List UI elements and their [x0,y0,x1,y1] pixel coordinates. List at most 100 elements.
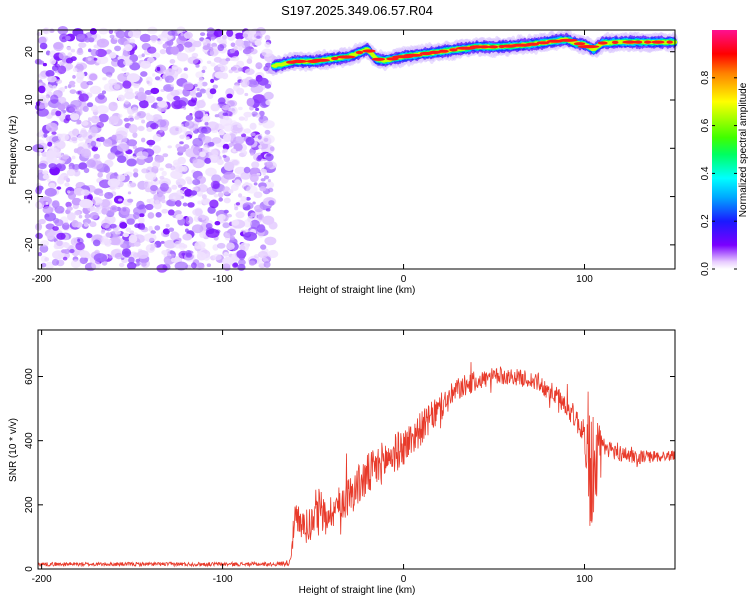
noise-blob [192,94,197,99]
snr-y-tick-label: 200 [24,496,35,513]
noise-blob [55,110,62,117]
noise-blob-layer [32,26,279,273]
noise-blob [138,216,145,224]
noise-blob [138,87,145,94]
noise-blob [210,180,220,189]
noise-blob [244,92,249,97]
noise-blob [38,169,44,175]
noise-blob [53,41,64,52]
signal-peak [666,40,673,44]
noise-blob [157,40,163,45]
noise-blob [54,63,61,68]
noise-blob [69,248,75,254]
noise-blob [264,34,271,41]
noise-blob [187,202,195,208]
noise-blob [243,128,252,134]
noise-blob [246,185,258,194]
noise-blob [86,80,94,86]
noise-blob [37,252,43,257]
noise-blob [50,94,59,104]
noise-blob [124,44,133,52]
noise-blob [126,218,135,225]
noise-blob [108,29,114,34]
noise-blob [199,88,207,94]
signal-peak [449,48,458,52]
noise-blob [40,240,49,247]
signal-peak [438,49,449,53]
noise-blob [131,107,139,113]
noise-blob [47,178,51,182]
noise-blob [202,147,210,153]
noise-blob [220,214,226,220]
noise-blob [79,198,94,209]
noise-blob [154,76,161,81]
noise-blob [192,158,198,164]
noise-blob [234,32,245,40]
noise-blob [43,133,48,138]
noise-blob [79,129,88,138]
noise-blob [268,200,275,206]
noise-blob [115,30,126,39]
signal-peak [622,40,637,44]
snr-x-axis-label: Height of straight line (km) [299,585,416,596]
noise-blob [134,115,140,120]
noise-blob [238,116,245,121]
noise-blob [135,258,140,263]
noise-blob [220,64,228,72]
noise-blob [154,199,160,205]
noise-blob [128,124,138,134]
noise-blob [223,133,232,143]
noise-blob [156,264,168,273]
noise-blob [229,49,236,54]
noise-blob [211,174,222,183]
noise-blob [70,113,80,121]
noise-blob [216,242,226,249]
noise-blob [51,111,55,116]
noise-blob [42,170,49,175]
noise-blob [231,56,240,62]
signal-peak [386,57,399,61]
noise-blob [128,234,138,244]
noise-blob [86,102,94,108]
noise-blob [207,141,215,147]
noise-blob [124,91,135,100]
noise-blob [129,230,134,234]
noise-blob [97,171,103,178]
noise-blob [62,256,68,261]
snr-x-tick-label: -100 [213,574,233,585]
noise-blob [104,192,114,199]
noise-blob [183,67,188,71]
noise-blob [208,149,219,159]
noise-blob [135,91,147,101]
noise-blob [64,182,70,187]
noise-blob [222,154,227,158]
noise-blob [206,27,215,35]
signal-peak [362,49,376,53]
noise-blob [133,168,139,173]
noise-blob [222,148,228,153]
noise-blob [170,89,180,97]
noise-blob [140,151,149,158]
noise-blob [156,96,163,102]
noise-blob [107,178,121,187]
noise-blob [52,226,59,231]
noise-blob [145,171,157,181]
noise-blob [90,115,100,124]
noise-blob [77,90,82,95]
noise-blob [47,141,53,147]
noise-blob [213,56,222,63]
noise-blob [173,240,182,249]
noise-blob [185,252,193,258]
spectrogram-y-tick-label: 0 [24,145,35,151]
noise-blob [267,249,279,259]
noise-blob [263,261,271,268]
noise-blob [234,179,242,187]
noise-blob [93,253,108,263]
noise-blob [241,133,247,138]
noise-blob [57,104,66,111]
noise-blob [92,239,101,247]
noise-blob [141,261,147,267]
noise-blob [165,223,170,228]
noise-blob [141,137,146,143]
noise-blob [266,153,272,157]
